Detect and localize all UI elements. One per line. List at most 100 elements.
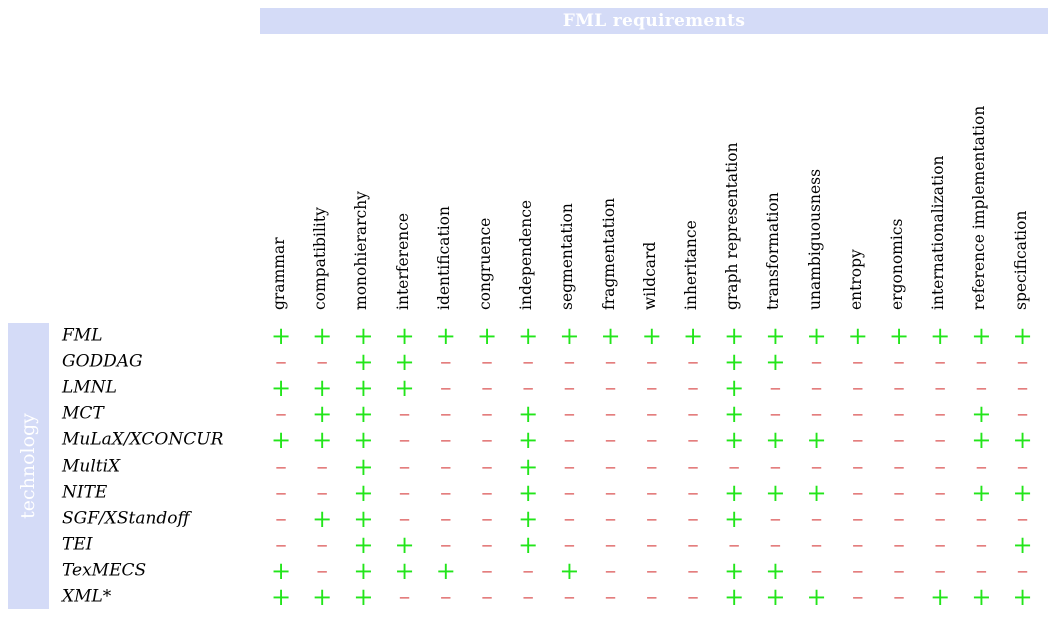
- row-label: NITE: [62, 482, 108, 503]
- minus-mark: −: [851, 510, 865, 529]
- minus-mark: −: [933, 458, 947, 476]
- column-header: independence: [517, 199, 536, 310]
- minus-mark: −: [892, 536, 906, 555]
- plus-mark: +: [600, 322, 621, 350]
- plus-mark: +: [353, 478, 374, 507]
- minus-mark: −: [645, 405, 659, 424]
- plus-mark: +: [353, 426, 374, 455]
- plus-mark: +: [518, 322, 539, 350]
- plus-mark: +: [765, 556, 786, 585]
- plus-mark: +: [765, 478, 786, 507]
- column-header: graph representation: [723, 142, 742, 310]
- plus-mark: +: [1012, 322, 1033, 350]
- column-header: grammar: [270, 237, 288, 310]
- minus-mark: −: [315, 536, 329, 555]
- minus-mark: −: [439, 484, 453, 503]
- plus-mark: +: [559, 322, 580, 350]
- minus-mark: −: [975, 536, 988, 555]
- column-header: monohierarchy: [352, 191, 371, 310]
- minus-mark: −: [645, 458, 659, 476]
- column-header: wildcard: [640, 241, 659, 310]
- minus-mark: −: [769, 458, 782, 476]
- row-label: TexMECS: [62, 560, 147, 581]
- minus-mark: −: [975, 458, 988, 476]
- minus-mark: −: [1016, 405, 1029, 424]
- minus-mark: −: [892, 405, 906, 424]
- plus-mark: +: [518, 426, 539, 455]
- plus-mark: +: [270, 426, 292, 455]
- minus-mark: −: [398, 588, 411, 607]
- plus-mark: +: [724, 374, 745, 403]
- minus-mark: −: [563, 484, 576, 503]
- row-label: TEI: [62, 534, 93, 555]
- plus-mark: +: [394, 374, 415, 403]
- plus-mark: +: [394, 530, 415, 559]
- plus-mark: +: [353, 530, 374, 559]
- minus-mark: −: [521, 588, 535, 607]
- minus-mark: −: [769, 405, 782, 424]
- minus-mark: −: [933, 353, 947, 372]
- minus-mark: −: [563, 405, 576, 424]
- minus-mark: −: [810, 405, 823, 424]
- minus-mark: −: [315, 562, 329, 581]
- minus-mark: −: [892, 588, 906, 607]
- minus-mark: −: [480, 353, 494, 372]
- minus-mark: −: [604, 458, 617, 476]
- plus-mark: +: [270, 374, 292, 403]
- minus-mark: −: [892, 431, 906, 450]
- minus-mark: −: [604, 484, 617, 503]
- minus-mark: −: [645, 588, 659, 607]
- plus-mark: +: [476, 322, 498, 350]
- plus-mark: +: [806, 478, 827, 507]
- column-header: reference implementation: [970, 105, 989, 310]
- column-header: specification: [1011, 210, 1030, 310]
- minus-mark: −: [851, 562, 865, 581]
- plus-mark: +: [435, 556, 456, 585]
- plus-mark: +: [641, 322, 662, 350]
- minus-mark: −: [480, 536, 494, 555]
- column-header: congruence: [476, 217, 494, 310]
- minus-mark: −: [892, 353, 906, 372]
- column-header: fragmentation: [599, 197, 618, 310]
- minus-mark: −: [439, 405, 453, 424]
- plus-mark: +: [353, 556, 374, 585]
- minus-mark: −: [563, 353, 576, 372]
- column-header: compatibility: [311, 207, 330, 310]
- minus-mark: −: [563, 510, 576, 529]
- plus-mark: +: [394, 348, 415, 377]
- minus-mark: −: [439, 431, 453, 450]
- minus-mark: −: [686, 562, 700, 581]
- minus-mark: −: [1016, 510, 1029, 529]
- minus-mark: −: [851, 588, 865, 607]
- plus-mark: +: [1012, 530, 1033, 559]
- plus-mark: +: [353, 348, 374, 377]
- plus-mark: +: [682, 322, 704, 350]
- plus-mark: +: [930, 322, 951, 350]
- plus-mark: +: [724, 348, 745, 377]
- plus-mark: +: [312, 504, 333, 533]
- minus-mark: −: [686, 536, 700, 555]
- plus-mark: +: [724, 400, 745, 429]
- plus-mark: +: [971, 583, 992, 611]
- minus-mark: −: [933, 405, 947, 424]
- minus-mark: −: [480, 458, 494, 476]
- plus-mark: +: [394, 322, 415, 350]
- minus-mark: −: [686, 431, 700, 450]
- plus-mark: +: [1012, 583, 1033, 611]
- minus-mark: −: [727, 458, 741, 476]
- minus-mark: −: [1016, 379, 1029, 398]
- minus-mark: −: [810, 353, 823, 372]
- minus-mark: −: [480, 484, 494, 503]
- minus-mark: −: [851, 353, 865, 372]
- minus-mark: −: [810, 510, 823, 529]
- minus-mark: −: [480, 431, 494, 450]
- row-label: MuLaX/XCONCUR: [62, 429, 224, 450]
- row-label: MCT: [62, 403, 104, 424]
- plus-mark: +: [971, 478, 992, 507]
- column-header: unambiguousness: [805, 168, 824, 310]
- minus-mark: −: [892, 379, 906, 398]
- minus-mark: −: [480, 588, 494, 607]
- row-label: MultiX: [62, 456, 121, 476]
- plus-mark: +: [435, 322, 456, 350]
- column-header: inheritance: [682, 220, 700, 310]
